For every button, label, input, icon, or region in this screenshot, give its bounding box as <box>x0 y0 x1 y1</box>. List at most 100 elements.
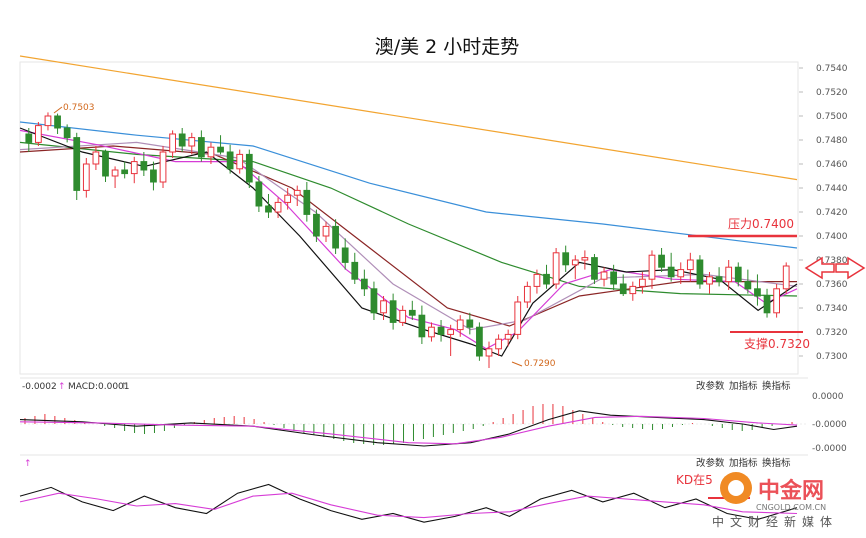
candle-body <box>677 269 685 278</box>
candle-body <box>54 115 61 129</box>
macd-axis: 0.0000 -0.0000 -0.0000 <box>812 392 847 454</box>
candle-body <box>313 213 320 237</box>
kd-header-arrow-icon: ↑ <box>24 459 32 469</box>
candle-body <box>639 278 646 287</box>
candle-body <box>274 201 282 213</box>
candle-body <box>370 288 378 314</box>
candle-body <box>543 273 550 285</box>
candle-body <box>619 283 627 295</box>
chart-title: 澳/美 2 小时走势 <box>375 36 520 58</box>
price-tick-label: 0.7520 <box>816 88 848 98</box>
moving-averages <box>19 55 798 357</box>
kd-add-indicator-button[interactable]: 加指标 <box>729 457 758 469</box>
candle-body <box>514 301 522 335</box>
macd-lines <box>19 410 798 447</box>
price-panel-frame <box>19 61 799 375</box>
candle-body <box>715 276 723 283</box>
macd-add-indicator-button[interactable]: 加指标 <box>729 380 758 392</box>
low-label: 0.7290 <box>524 359 556 369</box>
high-marker: 0.7503 <box>53 103 95 114</box>
candle-body <box>428 326 435 338</box>
kd-annotation: KD在5 <box>676 473 713 487</box>
candle-body <box>169 133 176 153</box>
kd-switch-indicator-button[interactable]: 换指标 <box>762 457 791 469</box>
candle-body <box>591 257 598 280</box>
ma-line <box>19 141 798 297</box>
candle-body <box>380 300 387 314</box>
candle-body <box>754 288 761 297</box>
candle-body <box>265 205 272 213</box>
candle-body <box>159 151 167 183</box>
candle-body <box>341 247 349 263</box>
price-tick-label: 0.7480 <box>816 136 848 146</box>
kd-d-line <box>19 492 798 519</box>
high-label: 0.7503 <box>63 103 95 113</box>
candle-body <box>476 326 483 357</box>
macd-tick-label: -0.0000 <box>812 420 847 430</box>
price-tick-label: 0.7320 <box>816 328 848 338</box>
candle-body <box>245 153 253 183</box>
kd-change-params-button[interactable]: 改参数 <box>696 457 725 469</box>
macd-tick-label: -0.0000 <box>812 444 847 454</box>
candle-body <box>236 153 244 170</box>
macd-panel: -0.0002 ↑ MACD:0.0001 ↑ 改参数 加指标 换指标 0.00… <box>19 377 847 454</box>
candle-body <box>140 161 148 171</box>
candle-body <box>523 285 531 303</box>
candle-body <box>207 146 215 158</box>
candle-body <box>178 133 186 147</box>
candle-body <box>600 271 608 280</box>
price-tick-label: 0.7360 <box>816 280 848 290</box>
watermark-site: CNGOLD.COM.CN <box>756 503 826 512</box>
price-axis: 0.7540 0.7520 0.7500 0.7480 0.7460 0.7440 0.74… <box>799 64 848 362</box>
candle-body <box>102 151 109 177</box>
candle-body <box>322 225 330 237</box>
support-label: 支撑0.7320 <box>744 336 810 351</box>
macd-header-arrow2-icon: ↑ <box>120 382 128 392</box>
macd-header-left: -0.0002 <box>22 382 57 392</box>
candle-body <box>562 252 570 266</box>
candle-body <box>63 127 71 139</box>
candle-body <box>408 309 416 316</box>
candle-body <box>303 189 311 215</box>
candle-body <box>150 169 157 183</box>
ma-line <box>19 55 798 181</box>
kd-k-line <box>19 483 798 523</box>
candle-body <box>485 348 493 357</box>
scroll-left-arrow-icon[interactable] <box>804 256 835 280</box>
candle-body <box>533 273 541 287</box>
candle-body <box>284 194 292 203</box>
price-tick-label: 0.7540 <box>816 64 848 74</box>
watermark-logo-inner-icon <box>728 480 744 496</box>
candle-body <box>571 259 579 266</box>
macd-change-params-button[interactable]: 改参数 <box>696 380 725 392</box>
macd-header-arrow-icon: ↑ <box>58 382 66 392</box>
candle-body <box>686 259 694 271</box>
price-tick-label: 0.7500 <box>816 112 848 122</box>
candle-body <box>399 309 407 323</box>
candle-body <box>447 329 455 335</box>
candle-body <box>456 319 464 331</box>
macd-switch-indicator-button[interactable]: 换指标 <box>762 380 791 392</box>
candle-body <box>658 254 665 268</box>
candle-body <box>581 257 589 261</box>
candle-body <box>782 265 790 290</box>
candle-body <box>92 151 100 165</box>
candle-body <box>130 161 138 175</box>
price-tick-label: 0.7420 <box>816 208 848 218</box>
candle-body <box>744 281 752 290</box>
candle-body <box>188 137 196 147</box>
candle-body <box>610 271 618 285</box>
candle-body <box>504 333 512 340</box>
candle-body <box>82 163 90 191</box>
watermark: 中金网 CNGOLD.COM.CN 中文财经新媒体 <box>712 472 832 529</box>
scroll-right-arrow-icon[interactable] <box>835 256 866 280</box>
candle-body <box>25 133 33 143</box>
candle-body <box>389 300 397 323</box>
macd-header-right: MACD:0.0001 <box>68 382 130 392</box>
candle-body <box>360 278 368 290</box>
candle-body <box>706 276 713 285</box>
candle-body <box>552 252 560 285</box>
price-tick-label: 0.7300 <box>816 352 848 362</box>
price-tick-label: 0.7440 <box>816 184 848 194</box>
